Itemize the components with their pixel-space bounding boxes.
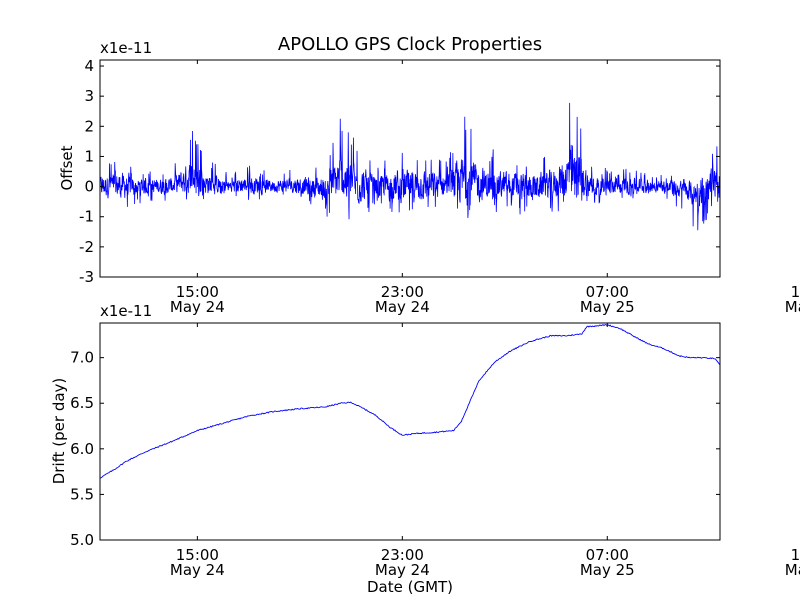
x-axis-label: Date (GMT) [367,578,453,596]
drift-y-tick-label: 6.5 [70,394,94,412]
drift-x-tick-time: 15:00 [176,546,219,564]
drift-y-tick-label: 5.0 [70,531,94,549]
drift-series-line [99,324,721,479]
offset-axes-frame [99,59,721,278]
offset-x-tick-time: 15:00 [176,283,219,301]
drift-y-ticks: 5.0 5.5 6.0 6.5 7.0 [70,349,720,549]
offset-x-tick-date: May 25 [785,298,800,316]
drift-x-tick-time: 07:00 [586,546,629,564]
chart-title: APOLLO GPS Clock Properties [278,34,542,55]
drift-y-tick-label: 5.5 [70,485,94,503]
offset-y-tick-label: 2 [84,117,94,135]
drift-x-tick-time: 23:00 [381,546,424,564]
offset-x-tick-date: May 25 [580,298,635,316]
offset-y-tick-label: -3 [79,268,94,286]
offset-x-tick-time: 15:00 [791,283,800,301]
offset-y-tick-label: 1 [84,147,94,165]
offset-y-tick-label: 3 [84,87,94,105]
offset-y-ticks: -3 -2 -1 0 1 2 3 4 [79,57,720,286]
drift-y-axis-label: Drift (per day) [50,378,68,485]
drift-axes-frame [99,322,721,541]
offset-y-tick-label: -1 [79,208,94,226]
offset-x-tick-date: May 24 [170,298,225,316]
drift-x-tick-date: May 25 [785,561,800,579]
drift-x-tick-time: 15:00 [791,546,800,564]
offset-x-tick-time: 23:00 [381,283,424,301]
drift-series [99,324,721,479]
drift-multiplier-label: x1e-11 [100,302,152,320]
offset-x-tick-time: 07:00 [586,283,629,301]
drift-x-tick-date: May 24 [375,561,430,579]
drift-x-tick-date: May 25 [580,561,635,579]
offset-series-line [99,102,721,231]
offset-y-axis-label: Offset [58,145,76,190]
offset-y-tick-label: 0 [84,178,94,196]
offset-series [99,102,721,231]
offset-y-tick-label: 4 [84,57,94,75]
drift-x-tick-date: May 24 [170,561,225,579]
offset-x-tick-date: May 24 [375,298,430,316]
offset-multiplier-label: x1e-11 [100,39,152,57]
drift-y-tick-label: 7.0 [70,349,94,367]
offset-y-tick-label: -2 [79,238,94,256]
drift-y-tick-label: 6.0 [70,440,94,458]
